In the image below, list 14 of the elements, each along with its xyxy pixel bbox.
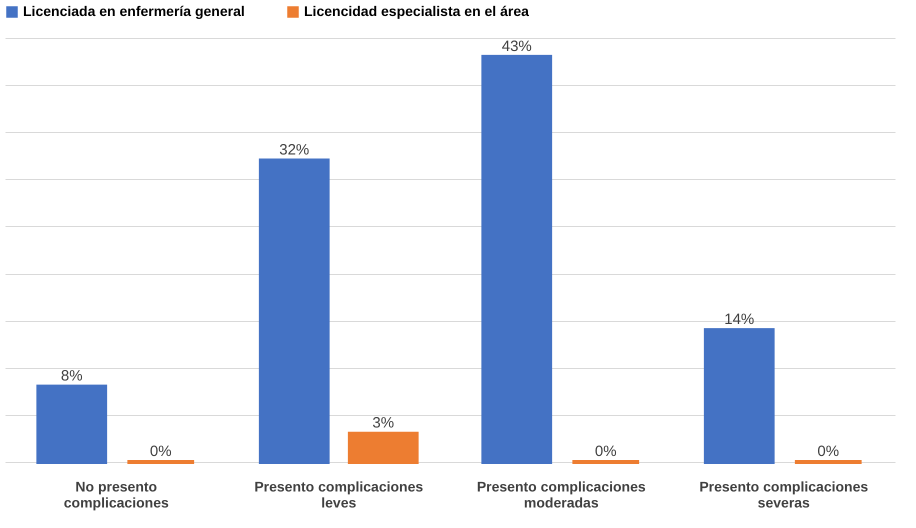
data-label: 0% — [594, 443, 617, 460]
data-label: 43% — [502, 38, 532, 55]
data-label: 8% — [60, 368, 83, 385]
data-label: 14% — [724, 311, 754, 328]
legend-label: Licencidad especialista en el área — [304, 3, 530, 19]
x-tick-label: Presento complicaciones leves — [254, 478, 424, 510]
data-label: 32% — [279, 141, 310, 158]
legend-label: Licenciada en enfermería general — [23, 3, 245, 19]
x-tick-label: Presento complicaciones moderadas — [476, 478, 646, 510]
x-tick-label: Presento complicaciones severas — [699, 478, 868, 510]
data-label: 3% — [372, 414, 394, 432]
x-tick-label: No presento complicaciones — [64, 478, 169, 510]
data-label: 0% — [150, 443, 172, 460]
data-label: 0% — [817, 443, 840, 460]
